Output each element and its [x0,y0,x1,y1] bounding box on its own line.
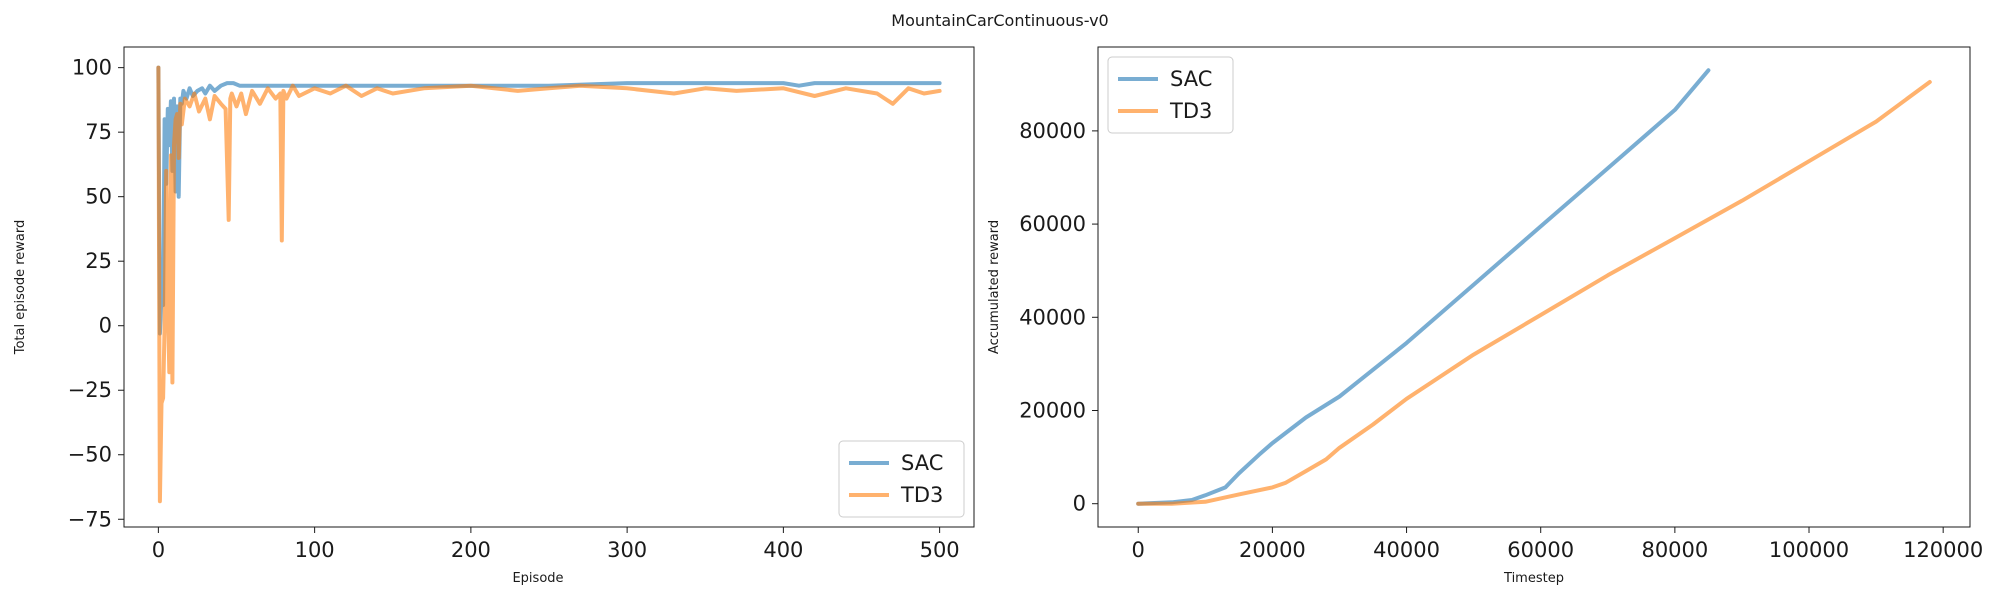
y-axis-label: Total episode reward [13,220,28,356]
legend-box [838,440,965,518]
series-line-sac [156,65,942,336]
y-tick-label: 50 [85,185,112,209]
series-line-sac [1136,68,1711,506]
y-tick-label: −50 [68,443,112,467]
y-tick-label: 20000 [1019,398,1086,422]
y-tick-label: 0 [1073,492,1086,516]
y-tick-label: 100 [72,56,112,80]
series-line-td3 [1136,80,1932,506]
legend-label-sac: SAC [901,451,943,475]
x-tick-label: 100 [295,538,335,562]
y-tick-label: 40000 [1019,305,1086,329]
y-tick-label: 75 [85,120,112,144]
x-tick-label: 0 [152,538,165,562]
legend-box [1107,56,1234,134]
x-tick-label: 100000 [1769,538,1849,562]
y-tick-label: −75 [68,507,112,531]
y-tick-label: 60000 [1019,212,1086,236]
x-tick-label: 400 [763,538,803,562]
y-tick-label: 25 [85,249,112,273]
y-tick-label: −25 [68,378,112,402]
legend-label-sac: SAC [1170,67,1212,91]
x-tick-label: 120000 [1903,538,1983,562]
y-tick-label: 0 [99,314,112,338]
x-tick-label: 200 [451,538,491,562]
y-tick-label: 80000 [1019,119,1086,143]
accumulated-reward-chart: 0 20000 40000 60000 80000 100000 120000 0 20000 4… [987,46,1983,586]
legend-label-td3: TD3 [900,483,943,507]
legend-label-td3: TD3 [1169,99,1212,123]
plot-frame [1097,46,1971,528]
series-line-td3 [156,65,942,504]
x-tick-label: 0 [1132,538,1145,562]
x-tick-label: 80000 [1641,538,1708,562]
x-axis-label: Timestep [1503,571,1564,586]
figure-title: MountainCarContinuous-v0 [891,11,1108,30]
plot-frame [123,46,975,528]
x-tick-label: 300 [607,538,647,562]
x-tick-label: 500 [920,538,960,562]
x-tick-label: 40000 [1373,538,1440,562]
x-tick-label: 20000 [1239,538,1306,562]
episode-reward-chart: 0 100 200 300 400 500 −75 −50 −25 0 25 50 75 100 Epis… [13,46,975,586]
x-tick-label: 60000 [1507,538,1574,562]
x-axis-label: Episode [512,571,563,586]
y-axis-label: Accumulated reward [987,220,1002,354]
